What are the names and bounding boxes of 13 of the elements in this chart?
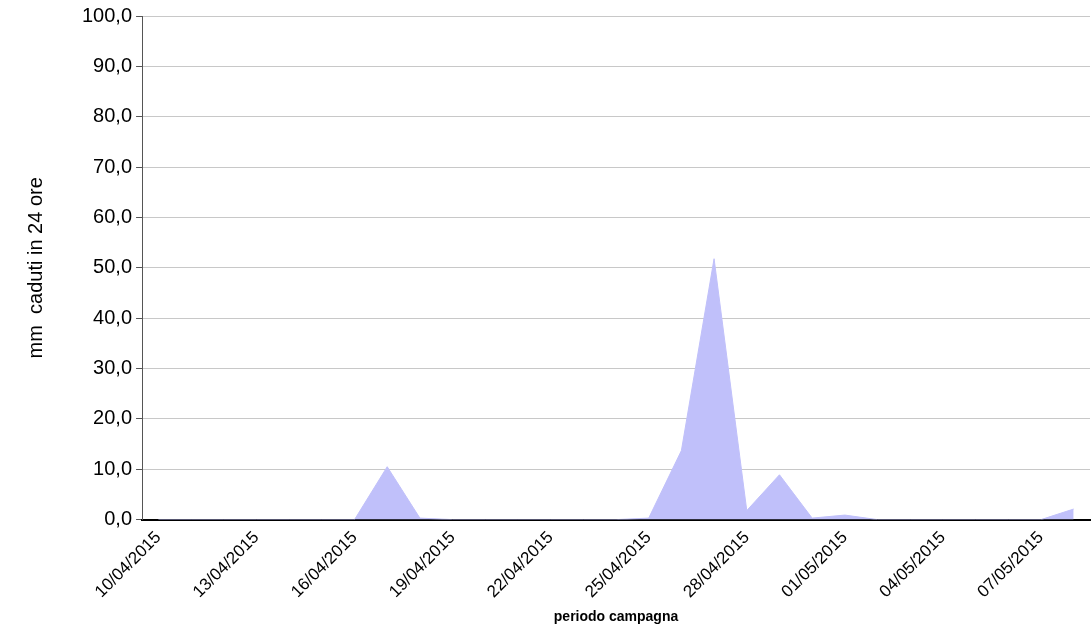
y-tick-label: 80,0 xyxy=(93,104,133,127)
y-tick-label: 40,0 xyxy=(93,305,133,328)
y-tick-label: 100,0 xyxy=(81,3,133,26)
y-axis-title: mm caduti in 24 ore xyxy=(23,177,46,359)
y-tick-label: 20,0 xyxy=(93,406,133,429)
y-tick-label: 50,0 xyxy=(93,255,133,278)
y-tick-label: 0,0 xyxy=(104,507,133,530)
y-tick-label: 60,0 xyxy=(93,204,133,227)
y-tick-label: 90,0 xyxy=(93,53,133,76)
y-tick-label: 30,0 xyxy=(93,356,133,379)
y-tick-label: 10,0 xyxy=(93,456,133,479)
y-tick-label: 70,0 xyxy=(93,154,133,177)
x-axis-title: periodo campagna xyxy=(553,608,679,625)
